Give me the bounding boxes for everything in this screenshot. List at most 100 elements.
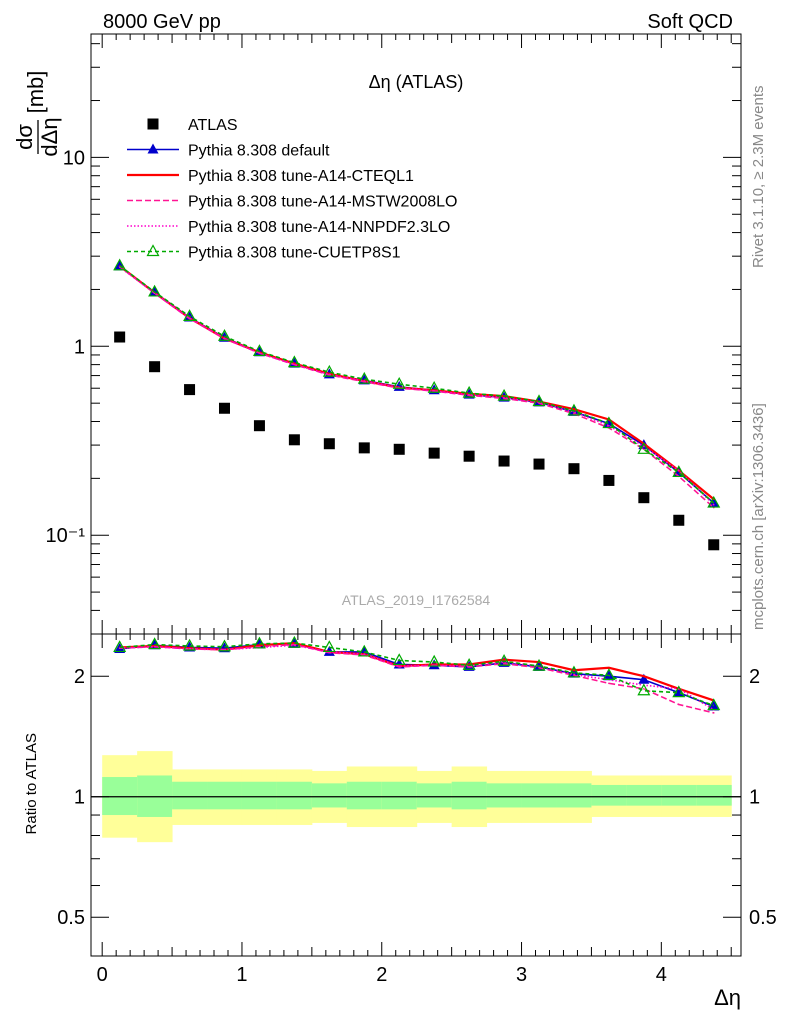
data-point <box>707 495 721 508</box>
data-point <box>707 698 721 711</box>
series-line <box>119 265 715 504</box>
data-point <box>113 258 127 271</box>
data-point <box>708 539 720 551</box>
data-point <box>427 654 441 667</box>
data-point <box>532 394 546 407</box>
data-point <box>672 685 686 698</box>
data-point <box>532 658 546 671</box>
legend: ATLAS Pythia 8.308 default Pythia 8.308 tu… <box>127 117 457 262</box>
inner-uncertainty-band <box>381 781 418 810</box>
data-point <box>573 673 575 676</box>
series-pythia-8-308-tune-cuetp8s1 <box>113 258 721 508</box>
main-axis-ticks <box>91 34 741 635</box>
inner-uncertainty-band <box>521 783 557 808</box>
data-point <box>497 654 511 666</box>
data-point <box>533 458 545 470</box>
data-point <box>602 668 616 680</box>
inner-uncertainty-band <box>451 781 488 810</box>
data-point <box>392 376 406 389</box>
data-point <box>252 636 266 649</box>
series-pythia-8-308-tune-a14-nnpdf2-3lo <box>118 266 715 506</box>
data-point <box>677 469 680 472</box>
legend-label: Pythia 8.308 default <box>188 143 330 160</box>
series-pythia-8-308-tune-a14-cteql1 <box>118 265 715 501</box>
data-point <box>567 403 581 416</box>
process-label: Soft QCD <box>647 11 733 33</box>
data-point <box>673 514 685 526</box>
inner-uncertainty-band <box>556 783 592 808</box>
data-point <box>149 361 161 373</box>
data-point <box>188 648 191 650</box>
data-point <box>503 396 505 399</box>
inner-uncertainty-band <box>276 781 313 810</box>
data-point <box>392 653 406 666</box>
legend-label: ATLAS <box>188 117 238 134</box>
ratio-plot-frame <box>90 633 742 957</box>
data-point <box>253 420 265 432</box>
data-point <box>183 309 197 321</box>
data-point <box>637 683 651 696</box>
x-axis-label: Δη <box>714 985 741 1010</box>
data-point <box>637 442 651 454</box>
data-point <box>184 384 196 396</box>
legend-entry-atlas: ATLAS <box>147 117 238 134</box>
ratio-series-layer <box>113 635 721 714</box>
data-point <box>428 447 440 459</box>
series-line <box>119 643 714 714</box>
inner-uncertainty-band <box>486 783 523 808</box>
data-point <box>573 408 575 410</box>
legend-entry-pythia-8-308-tune-a14-nnpdf2-3lo: Pythia 8.308 tune-A14-NNPDF2.3LO <box>127 219 450 236</box>
ratio-tick-labels: 0 1 2 3 4 0.5 0.5 1 1 2 2 <box>57 666 777 986</box>
main-series-layer <box>113 258 721 551</box>
svg-text:dσ: dσ <box>12 124 37 150</box>
data-point <box>462 658 476 670</box>
data-point <box>153 645 156 648</box>
data-point <box>218 402 230 414</box>
data-point <box>712 712 715 714</box>
data-point <box>608 666 610 669</box>
ratio-y-tick-label: 2 <box>74 666 85 688</box>
series-line <box>118 265 715 501</box>
inner-uncertainty-band <box>241 781 278 810</box>
ratio-y-tick-label: 0.5 <box>57 907 85 929</box>
inner-uncertainty-band <box>416 783 453 808</box>
ratio-axis-ticks <box>91 634 741 957</box>
data-point <box>357 644 371 657</box>
data-point <box>608 682 610 685</box>
data-point <box>322 364 336 377</box>
main-plot-panel: 10⁻¹ 1 10 Δη (ATLAS) ATLAS_2019_I1762584 d… <box>12 33 742 635</box>
series-pythia-8-308-tune-a14-mstw2008lo <box>118 265 715 509</box>
legend-label: Pythia 8.308 tune-A14-NNPDF2.3LO <box>188 219 450 236</box>
data-point <box>148 284 162 297</box>
energy-label: 8000 GeV pp <box>103 11 221 33</box>
series-line <box>119 643 715 708</box>
data-point <box>258 644 261 647</box>
data-point <box>293 363 296 366</box>
y-tick-label: 1 <box>74 336 85 358</box>
series-line <box>119 266 715 506</box>
inner-uncertainty-band <box>626 784 662 806</box>
data-point <box>602 416 616 429</box>
data-point <box>643 445 645 448</box>
ratio-y-axis-label: Ratio to ATLAS <box>23 733 40 834</box>
series-line <box>119 265 715 504</box>
legend-label: Pythia 8.308 tune-A14-CTEQL1 <box>188 168 414 185</box>
data-point <box>503 658 505 661</box>
x-tick-label: 1 <box>236 964 247 986</box>
svg-text:dΔη: dΔη <box>37 117 62 156</box>
data-point <box>363 653 366 656</box>
ratio-y-tick-label-right: 1 <box>749 787 760 809</box>
analysis-id-label: ATLAS_2019_I1762584 <box>342 592 491 608</box>
inner-uncertainty-band <box>696 784 732 806</box>
data-point <box>288 434 300 446</box>
series-line <box>119 266 715 509</box>
inner-uncertainty-band <box>172 781 208 810</box>
data-point <box>712 503 715 506</box>
data-point <box>323 438 335 450</box>
x-tick-label: 4 <box>656 964 667 986</box>
data-point <box>148 637 162 650</box>
ratio-y-tick-label: 1 <box>74 787 85 809</box>
series-pythia-8-308-tune-a14-cteql1 <box>118 641 715 702</box>
data-point <box>498 455 510 467</box>
svg-text:[mb]: [mb] <box>23 71 48 114</box>
